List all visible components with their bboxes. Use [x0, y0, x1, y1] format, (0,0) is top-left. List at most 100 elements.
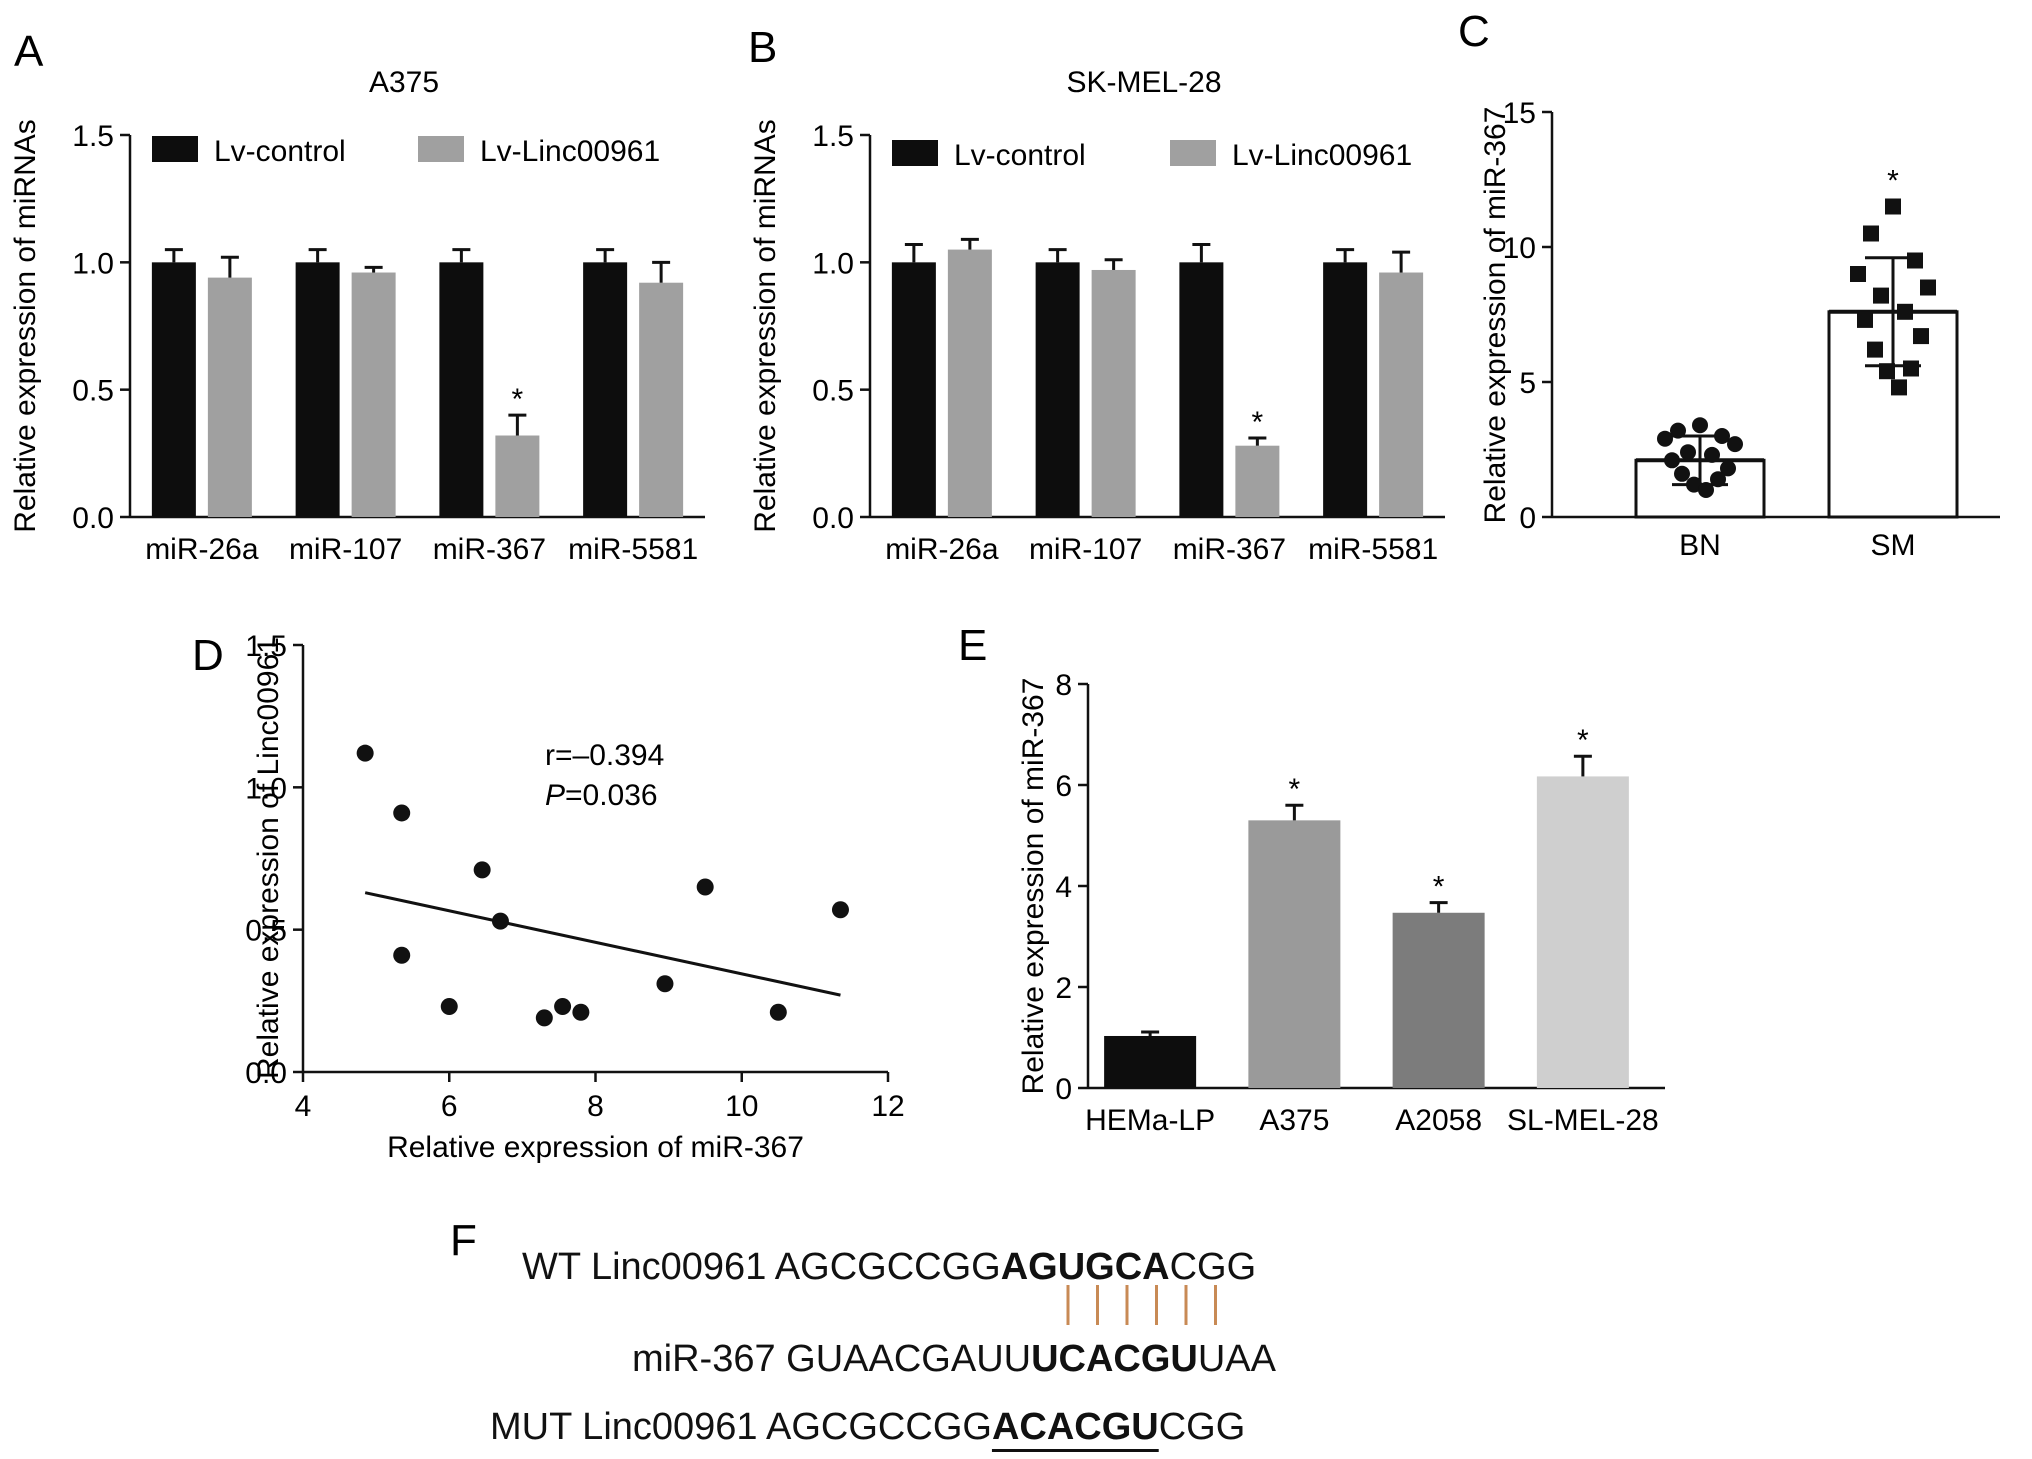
- panel-e-ytick-label: 6: [1055, 770, 1072, 803]
- panel-a-chart: A375 0.0 0.5 1.0 1.5 Relative expression of m…: [9, 66, 705, 566]
- panel-d-xtick-label: 8: [587, 1090, 604, 1123]
- panel-c-point-bn: [1686, 476, 1702, 493]
- mut-sequence: MUT Linc00961 AGCGCCGGACACGUCGG: [490, 1406, 1245, 1449]
- panel-d-ytick-label: 0.0: [245, 1057, 287, 1090]
- panel-e-xtick-label: A375: [1259, 1104, 1329, 1137]
- panel-b-significance-star: *: [1252, 406, 1264, 439]
- panel-e-significance-star: *: [1289, 773, 1301, 806]
- panel-c-point-sm: [1857, 311, 1873, 328]
- wt-seq-pre: AGCGCCGG: [774, 1246, 1001, 1288]
- panel-d-xtick-label: 10: [725, 1090, 758, 1123]
- panel-c-point-bn: [1657, 430, 1673, 447]
- mir-sequence: miR-367 GUAACGAUUUCACGUUAA: [632, 1338, 1276, 1381]
- panel-e-ytick-label: 0: [1055, 1073, 1072, 1106]
- panel-e-xtick-label: SL-MEL-28: [1507, 1104, 1659, 1137]
- wt-label: WT Linc00961: [522, 1246, 775, 1288]
- panel-d-xtick-label: 6: [441, 1090, 458, 1123]
- panel-b-ytick-label: 1.0: [812, 247, 854, 280]
- panel-a-ylabel: Relative expression of miRNAs: [9, 119, 42, 532]
- panel-d-point: [356, 744, 374, 762]
- panel-d-regression-line: [364, 891, 841, 997]
- panel-b-xtick-label: miR-5581: [1308, 533, 1438, 566]
- panel-d-point: [393, 946, 411, 964]
- panel-a-bar-lv-control: [151, 262, 196, 517]
- panel-c-point-sm: [1885, 198, 1901, 215]
- panel-d-point: [572, 1003, 590, 1021]
- panel-c-point-sm: [1850, 266, 1866, 282]
- panel-c-point-sm: [1907, 252, 1923, 269]
- panel-b-bar-lv-control: [891, 262, 936, 517]
- panel-e-significance-star: *: [1577, 724, 1589, 757]
- panel-c-point-bn: [1704, 446, 1720, 463]
- panel-b-xtick-label: miR-367: [1173, 533, 1286, 566]
- panel-d-r-value: r=–0.394: [545, 739, 664, 772]
- panel-c-ytick-label: 15: [1503, 97, 1536, 130]
- panel-a-bar-lv-control: [583, 262, 628, 517]
- mut-seq-site: ACACGU: [991, 1406, 1159, 1448]
- panel-d-point: [535, 1009, 553, 1027]
- panel-b-bar-lv-linc00961: [1091, 269, 1136, 517]
- panel-c-point-bn: [1710, 471, 1726, 488]
- panel-d-point: [769, 1003, 787, 1021]
- panel-c-ytick-label: 10: [1503, 232, 1536, 265]
- panel-b-title: SK-MEL-28: [1066, 66, 1221, 99]
- panel-c-point-bn: [1714, 428, 1730, 444]
- panel-c-point-sm: [1891, 379, 1907, 396]
- panel-d-ytick-label: 1.5: [245, 630, 287, 663]
- panel-b-xtick-label: miR-26a: [885, 533, 999, 566]
- panel-c-point-bn: [1698, 482, 1714, 498]
- panel-e-bar-a375: [1248, 820, 1341, 1088]
- panel-letter-d: D: [192, 631, 224, 680]
- panel-c-point-sm: [1863, 225, 1879, 242]
- panel-e-ytick-label: 2: [1055, 972, 1072, 1005]
- panel-b-bar-lv-control: [1035, 262, 1080, 517]
- panel-d-ylabel: Relative expression of Linc00961: [252, 637, 285, 1079]
- panel-b-ylabel: Relative expression of miRNAs: [749, 119, 782, 532]
- panel-d-ytick-label: 1.0: [245, 772, 287, 805]
- panel-b-bar-lv-linc00961: [947, 249, 992, 517]
- panel-a-legend-swatch: [152, 136, 198, 162]
- panel-b-legend-swatch: [1170, 140, 1216, 166]
- panel-c-point-sm: [1897, 303, 1913, 320]
- panel-a-bar-lv-linc00961: [351, 272, 396, 517]
- panel-d-p-label: P: [545, 779, 565, 812]
- panel-b-bar-lv-linc00961: [1379, 272, 1424, 517]
- panel-b-xtick-label: miR-107: [1029, 533, 1142, 566]
- panel-d-point: [831, 901, 849, 919]
- mir-seq-pre: GUAACGAUU: [786, 1338, 1032, 1380]
- panel-e-bar-sl-mel-28: [1536, 776, 1629, 1088]
- panel-c-point-sm: [1920, 279, 1936, 296]
- panel-a-ytick-label: 1.0: [72, 247, 114, 280]
- panel-b-bar-lv-linc00961: [1235, 445, 1280, 517]
- panel-b-ytick-label: 1.5: [812, 120, 854, 153]
- panel-e-significance-star: *: [1433, 871, 1445, 904]
- panel-d-xtick-label: 4: [295, 1090, 312, 1123]
- panel-a-bar-lv-linc00961: [207, 277, 252, 517]
- panel-c-point-sm: [1867, 341, 1883, 358]
- panel-d-xlabel: Relative expression of miR-367: [387, 1131, 804, 1164]
- panel-c-significance-star: *: [1887, 165, 1899, 198]
- mut-seq-pre: AGCGCCGG: [766, 1406, 992, 1448]
- panel-b-bar-lv-control: [1179, 262, 1224, 517]
- panel-b-bar-lv-control: [1323, 262, 1368, 517]
- panel-a-legend-label: Lv-Linc00961: [480, 135, 660, 168]
- panel-a-title: A375: [369, 66, 439, 99]
- panel-letter-e: E: [958, 621, 987, 670]
- panel-d-p-value: P=0.036: [545, 779, 658, 812]
- panel-c-point-sm: [1903, 360, 1919, 377]
- panel-c-point-sm: [1879, 363, 1895, 380]
- panel-d-point: [440, 998, 458, 1016]
- panel-d-point: [473, 861, 491, 879]
- panel-a-legend-swatch: [418, 136, 464, 162]
- panel-c-ylabel: Relative expression of miR-367: [1479, 107, 1512, 524]
- panel-a-xtick-label: miR-107: [289, 533, 402, 566]
- panel-a-bar-lv-control: [295, 262, 340, 517]
- panel-d-p-number: =0.036: [565, 779, 658, 812]
- panel-c-point-sm: [1913, 328, 1929, 345]
- panel-c-xtick-label: BN: [1679, 529, 1721, 562]
- mir-seq-site: UCACGU: [1031, 1338, 1198, 1380]
- panel-b-legend-label: Lv-Linc00961: [1232, 139, 1412, 172]
